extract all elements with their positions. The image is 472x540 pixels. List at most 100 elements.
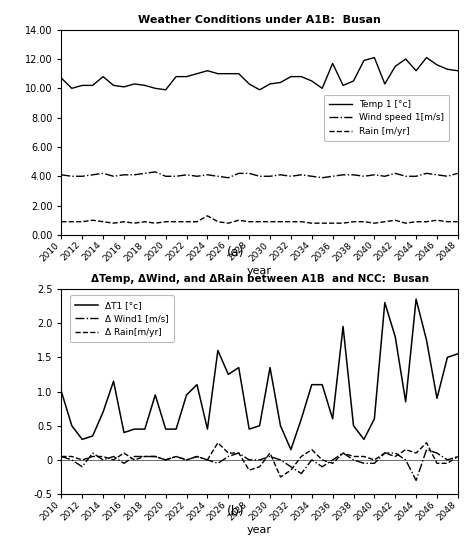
Temp 1 [°c] (59, 75, 64, 82)
ΔT1 [°c] (340, 323, 346, 330)
ΔT1 [°c] (455, 350, 461, 357)
Δ Rain[m/yr] (163, 457, 169, 463)
ΔT1 [°c] (236, 364, 242, 371)
Temp 1 [°c] (194, 70, 200, 77)
Rain [m/yr] (361, 219, 367, 225)
Rain [m/yr] (236, 217, 242, 224)
Δ Rain[m/yr] (152, 453, 158, 460)
Temp 1 [°c] (403, 56, 408, 62)
Rain [m/yr] (298, 219, 304, 225)
Δ Rain[m/yr] (371, 457, 377, 463)
Rain [m/yr] (152, 220, 158, 226)
Wind speed 1[m/s] (424, 170, 430, 177)
Δ Rain[m/yr] (111, 457, 117, 463)
Temp 1 [°c] (340, 82, 346, 89)
Wind speed 1[m/s] (330, 173, 336, 179)
Rain [m/yr] (132, 220, 137, 226)
Legend: ΔT1 [°c], Δ Wind1 [m/s], Δ Rain[m/yr]: ΔT1 [°c], Δ Wind1 [m/s], Δ Rain[m/yr] (70, 295, 174, 342)
Rain [m/yr] (163, 219, 169, 225)
ΔT1 [°c] (59, 388, 64, 395)
Wind speed 1[m/s] (403, 173, 408, 179)
Wind speed 1[m/s] (298, 172, 304, 178)
Δ Wind1 [m/s] (371, 460, 377, 467)
Rain [m/yr] (330, 220, 336, 226)
Temp 1 [°c] (309, 78, 315, 84)
Δ Rain[m/yr] (361, 453, 367, 460)
Wind speed 1[m/s] (392, 170, 398, 177)
ΔT1 [°c] (226, 371, 231, 377)
Wind speed 1[m/s] (361, 173, 367, 179)
ΔT1 [°c] (152, 392, 158, 398)
Δ Wind1 [m/s] (100, 457, 106, 463)
Δ Rain[m/yr] (236, 450, 242, 456)
Wind speed 1[m/s] (236, 170, 242, 177)
Line: Rain [m/yr]: Rain [m/yr] (61, 216, 458, 223)
Δ Wind1 [m/s] (184, 457, 189, 463)
Δ Wind1 [m/s] (215, 460, 221, 467)
Temp 1 [°c] (330, 60, 336, 66)
Rain [m/yr] (403, 220, 408, 226)
ΔT1 [°c] (173, 426, 179, 433)
Δ Wind1 [m/s] (59, 453, 64, 460)
Δ Wind1 [m/s] (79, 463, 85, 470)
ΔT1 [°c] (90, 433, 95, 439)
ΔT1 [°c] (371, 416, 377, 422)
Temp 1 [°c] (351, 78, 356, 84)
ΔT1 [°c] (204, 426, 210, 433)
Temp 1 [°c] (215, 70, 221, 77)
Rain [m/yr] (309, 220, 315, 226)
Δ Wind1 [m/s] (445, 457, 450, 463)
Temp 1 [°c] (257, 86, 262, 93)
Temp 1 [°c] (267, 80, 273, 87)
Δ Rain[m/yr] (288, 467, 294, 474)
Legend: Temp 1 [°c], Wind speed 1[m/s], Rain [m/yr]: Temp 1 [°c], Wind speed 1[m/s], Rain [m/… (324, 94, 449, 141)
Wind speed 1[m/s] (215, 173, 221, 179)
Temp 1 [°c] (79, 82, 85, 89)
Δ Rain[m/yr] (132, 457, 137, 463)
Δ Rain[m/yr] (267, 450, 273, 456)
Δ Rain[m/yr] (382, 450, 388, 456)
Δ Wind1 [m/s] (90, 450, 95, 456)
Rain [m/yr] (69, 219, 75, 225)
Wind speed 1[m/s] (121, 172, 127, 178)
Wind speed 1[m/s] (445, 173, 450, 179)
Wind speed 1[m/s] (194, 173, 200, 179)
Temp 1 [°c] (204, 68, 210, 74)
Temp 1 [°c] (361, 57, 367, 64)
Δ Rain[m/yr] (59, 453, 64, 460)
Wind speed 1[m/s] (257, 173, 262, 179)
Δ Rain[m/yr] (79, 457, 85, 463)
Δ Rain[m/yr] (194, 453, 200, 460)
Δ Rain[m/yr] (142, 453, 148, 460)
Δ Wind1 [m/s] (194, 453, 200, 460)
Wind speed 1[m/s] (267, 173, 273, 179)
Δ Wind1 [m/s] (361, 460, 367, 467)
Rain [m/yr] (340, 220, 346, 226)
ΔT1 [°c] (246, 426, 252, 433)
ΔT1 [°c] (445, 354, 450, 361)
Temp 1 [°c] (413, 68, 419, 74)
ΔT1 [°c] (288, 447, 294, 453)
Δ Wind1 [m/s] (278, 457, 283, 463)
Δ Wind1 [m/s] (309, 457, 315, 463)
Δ Rain[m/yr] (351, 453, 356, 460)
Δ Rain[m/yr] (246, 467, 252, 474)
Temp 1 [°c] (445, 66, 450, 72)
Wind speed 1[m/s] (320, 174, 325, 181)
Wind speed 1[m/s] (278, 172, 283, 178)
Text: (a): (a) (227, 246, 245, 259)
Title: ΔTemp, ΔWind, and ΔRain between A1B  and NCC:  Busan: ΔTemp, ΔWind, and ΔRain between A1B and … (91, 274, 429, 284)
Rain [m/yr] (246, 219, 252, 225)
Δ Wind1 [m/s] (382, 450, 388, 456)
Δ Wind1 [m/s] (330, 457, 336, 463)
Temp 1 [°c] (434, 62, 440, 68)
Temp 1 [°c] (173, 73, 179, 80)
Wind speed 1[m/s] (413, 173, 419, 179)
Wind speed 1[m/s] (309, 173, 315, 179)
Rain [m/yr] (434, 217, 440, 224)
Wind speed 1[m/s] (79, 173, 85, 179)
Wind speed 1[m/s] (111, 173, 117, 179)
ΔT1 [°c] (392, 334, 398, 340)
Δ Wind1 [m/s] (434, 450, 440, 456)
Rain [m/yr] (121, 219, 127, 225)
